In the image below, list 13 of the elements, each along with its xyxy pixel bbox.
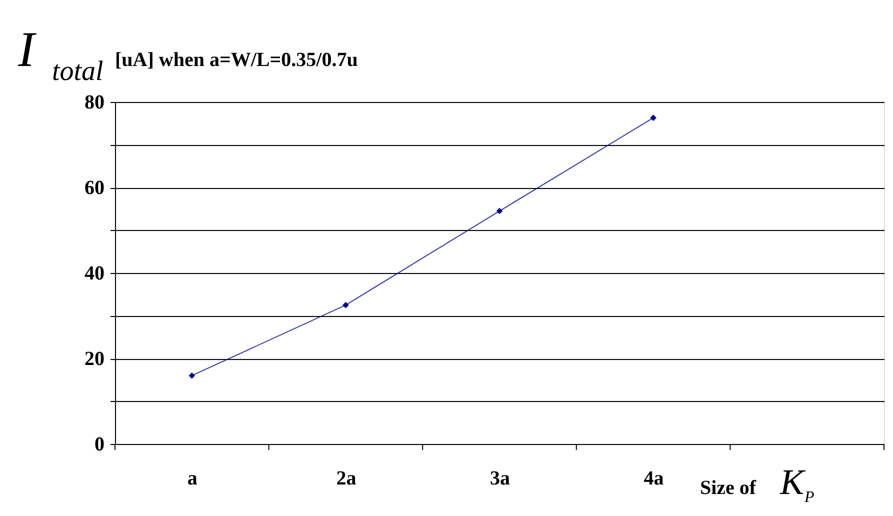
point [650, 114, 656, 121]
point [342, 302, 349, 308]
x-tick-label: 3a [490, 468, 510, 490]
x-tick-label: 2a [336, 468, 356, 490]
y-tick-label: 40 [84, 262, 104, 284]
y-tick-label: 60 [84, 177, 104, 199]
x-tick-label: a [187, 468, 198, 490]
point [496, 208, 503, 214]
y-tick-label: 80 [84, 92, 104, 114]
point [188, 372, 196, 379]
y-tick-label: 0 [94, 434, 104, 456]
y-tick-label: 20 [84, 348, 104, 370]
x-tick-label: 4a [644, 468, 664, 490]
